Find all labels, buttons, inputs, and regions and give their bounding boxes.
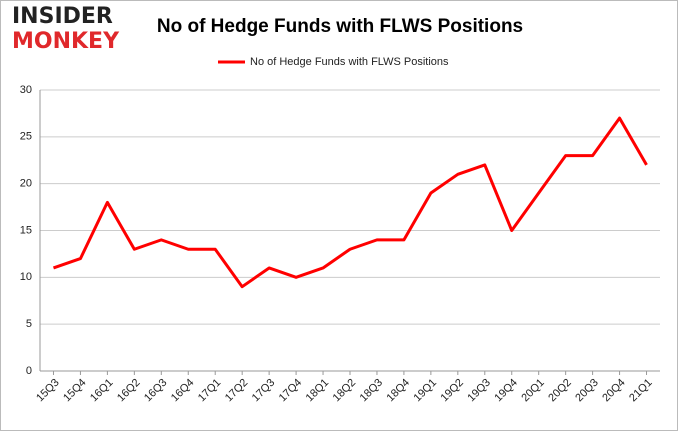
y-tick-label: 25 bbox=[20, 131, 32, 143]
legend-label: No of Hedge Funds with FLWS Positions bbox=[250, 56, 449, 68]
y-tick-label: 0 bbox=[26, 365, 32, 377]
chart-title: No of Hedge Funds with FLWS Positions bbox=[157, 16, 523, 37]
y-tick-label: 20 bbox=[20, 178, 32, 190]
y-tick-label: 5 bbox=[26, 318, 32, 330]
y-tick-label: 30 bbox=[20, 84, 32, 96]
line-series bbox=[52, 116, 648, 289]
logo-line2: MONKEY bbox=[12, 29, 120, 54]
logo-line1: INSIDER bbox=[12, 4, 113, 29]
y-tick-label: 10 bbox=[20, 271, 32, 283]
y-tick-label: 15 bbox=[20, 224, 32, 236]
